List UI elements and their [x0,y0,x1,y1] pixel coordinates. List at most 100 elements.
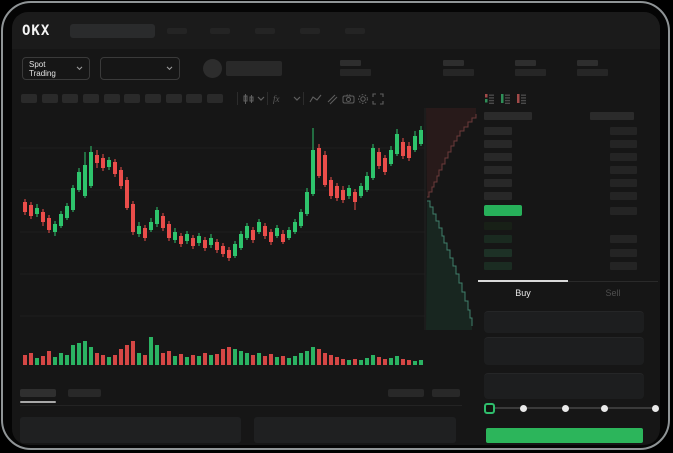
timeframe-button[interactable] [21,94,37,103]
bid-row-price[interactable] [484,249,512,257]
ask-row-size[interactable] [610,192,637,200]
toolbar-divider [303,92,304,105]
bid-row-size[interactable] [610,249,637,257]
last-price-highlight[interactable] [484,205,522,216]
bid-row-size[interactable] [610,235,637,243]
slider-dot[interactable] [561,405,569,412]
tab-sell[interactable]: Sell [605,288,621,298]
chevron-down-icon [166,66,173,71]
timeframe-button[interactable] [186,94,202,103]
slider-dot[interactable] [519,405,527,412]
orderbook-view-bids-icon[interactable] [500,92,511,105]
amount-slider-track[interactable] [489,407,655,409]
timeframe-button[interactable] [207,94,223,103]
bid-row-price[interactable] [484,222,512,230]
chevron-down-icon [76,66,83,71]
orderbook-header-right [590,112,634,120]
toolbar-divider [267,92,268,105]
nav-item[interactable] [167,28,187,34]
svg-text:fx: fx [273,94,280,104]
ask-row-price[interactable] [484,140,512,148]
stat-label [340,60,361,66]
orders-column-header [254,417,456,443]
camera-snapshot-icon[interactable] [341,92,355,105]
orders-filter-placeholder[interactable] [432,389,460,397]
timeframe-button[interactable] [83,94,99,103]
ask-row-size[interactable] [610,153,637,161]
active-tab-underline [20,401,56,403]
candlestick-chart[interactable] [12,12,660,445]
ask-row-size[interactable] [610,127,637,135]
trendline-icon[interactable] [308,92,322,105]
orderbook-header-left [484,112,532,120]
buy-tab-indicator [478,280,568,282]
bid-row-price[interactable] [484,262,512,270]
stat-value [340,69,371,76]
slider-dot[interactable] [651,405,659,412]
stat-label [443,60,464,66]
orders-tab-inactive[interactable] [68,389,101,397]
chevron-down-icon[interactable] [256,92,265,105]
orderbook-view-asks-icon[interactable] [516,92,527,105]
buy-submit-button[interactable] [486,428,643,443]
toolbar-divider [237,92,238,105]
orders-divider [20,405,462,406]
settings-gear-icon[interactable] [356,92,370,105]
timeframe-button[interactable] [124,94,140,103]
ask-row-price[interactable] [484,179,512,187]
price-field[interactable] [484,311,644,333]
nav-item[interactable] [345,28,365,34]
indicators-fx-icon[interactable]: fx [272,92,286,105]
ask-row-price[interactable] [484,153,512,161]
amount-field[interactable] [484,337,644,365]
timeframe-button[interactable] [166,94,182,103]
stat-label [515,60,536,66]
ask-row-size[interactable] [610,166,637,174]
chart-gridlines [20,147,425,317]
slider-handle[interactable] [483,403,495,414]
orders-filter-placeholder[interactable] [388,389,424,397]
timeframe-button[interactable] [62,94,78,103]
nav-item[interactable] [300,28,320,34]
timeframe-button[interactable] [145,94,161,103]
pair-select[interactable] [100,57,180,80]
orders-tab-active[interactable] [20,389,56,397]
bid-row-price[interactable] [484,235,512,243]
volume-series [23,337,423,365]
orders-column-header [20,417,241,443]
app-window: OKX Spot Trading [12,12,660,445]
ask-row-price[interactable] [484,166,512,174]
drawing-tools-icon[interactable] [325,92,339,105]
stat-value [443,69,474,76]
total-field[interactable] [484,373,644,399]
market-type-select[interactable]: Spot Trading [22,57,90,80]
ask-row-price[interactable] [484,192,512,200]
depth-profile [424,108,477,330]
chevron-down-icon[interactable] [292,92,301,105]
orderbook-view-all-icon[interactable] [484,92,495,105]
nav-item[interactable] [210,28,230,34]
app-canvas: OKX Spot Trading [12,12,660,445]
ask-row-size[interactable] [610,140,637,148]
chart-type-icon[interactable] [241,92,255,105]
timeframe-button[interactable] [42,94,58,103]
bid-row-size[interactable] [610,262,637,270]
pair-title-placeholder [226,61,282,76]
fullscreen-icon[interactable] [371,92,385,105]
price-row-size[interactable] [610,207,637,215]
timeframe-button[interactable] [104,94,120,103]
trade-tabs-divider [478,281,658,282]
tab-buy[interactable]: Buy [515,288,531,298]
search-input[interactable] [70,24,155,38]
candlestick-series [23,126,423,261]
nav-item[interactable] [255,28,275,34]
pair-avatar [203,59,222,78]
stat-label [577,60,598,66]
stat-value [515,69,546,76]
slider-dot[interactable] [600,405,608,412]
market-type-label: Spot Trading [29,59,56,78]
ask-row-size[interactable] [610,179,637,187]
ask-row-price[interactable] [484,127,512,135]
stat-value [577,69,608,76]
